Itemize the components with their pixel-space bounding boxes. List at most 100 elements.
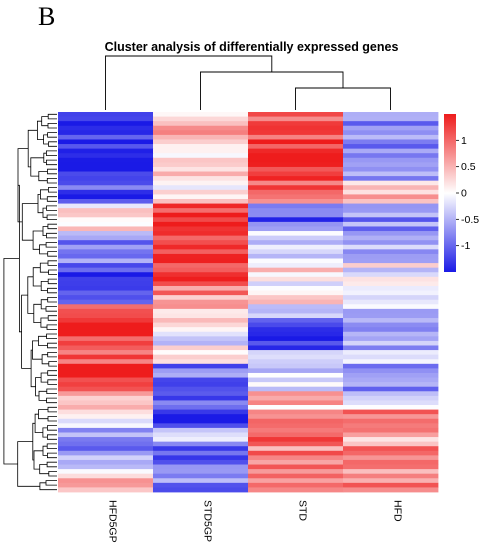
heatmap-cell: [153, 290, 249, 296]
row-dendrogram-branch: [47, 287, 57, 294]
heatmap-cell: [153, 308, 249, 314]
row-dendrogram-branch: [33, 450, 43, 470]
heatmap-cell: [153, 482, 249, 488]
heatmap-cell: [153, 203, 249, 209]
column-label: STD5GP: [202, 500, 214, 542]
heatmap-cell: [153, 450, 249, 456]
heatmap-cell: [153, 267, 249, 273]
heatmap-cell: [343, 221, 439, 227]
row-dendrogram-branch: [38, 409, 48, 420]
heatmap-cell: [58, 308, 154, 314]
heatmap-cell: [153, 244, 249, 250]
heatmap-cell: [343, 386, 439, 392]
heatmap-cell: [153, 414, 249, 420]
heatmap-cell: [343, 134, 439, 140]
heatmap-cell: [58, 464, 154, 470]
row-dendrogram-branch: [46, 196, 57, 202]
heatmap-cell: [153, 441, 249, 447]
heatmap-cell: [153, 276, 249, 282]
heatmap-cell: [343, 240, 439, 246]
heatmap-cell: [58, 176, 154, 182]
heatmap-cell: [343, 308, 439, 314]
heatmap-cell: [58, 450, 154, 456]
heatmap-cell: [58, 253, 154, 259]
heatmap-cell: [58, 144, 154, 150]
heatmap-cell: [248, 459, 344, 465]
heatmap-cell: [58, 231, 154, 237]
row-dendrogram-branch: [40, 299, 48, 310]
column-dendrogram-branch: [200, 71, 344, 110]
heatmap-cell: [153, 368, 249, 374]
heatmap-cell: [58, 336, 154, 342]
heatmap-cell: [58, 473, 154, 479]
panel-letter: B: [38, 2, 56, 31]
heatmap-cell: [343, 290, 439, 296]
heatmap-cell: [248, 290, 344, 296]
heatmap-cell: [343, 157, 439, 163]
heatmap-cell: [248, 427, 344, 433]
heatmap-cell: [343, 473, 439, 479]
heatmap-cell: [248, 166, 344, 172]
heatmap-cell: [58, 345, 154, 351]
row-dendrogram-branch: [41, 116, 49, 127]
heatmap-cell: [343, 281, 439, 287]
color-scale-tick-label: 0.5: [461, 161, 476, 173]
heatmap-cell: [343, 464, 439, 470]
heatmap-cell: [58, 276, 154, 282]
heatmap-cell: [58, 395, 154, 401]
heatmap-cell: [153, 249, 249, 255]
heatmap-cell: [58, 194, 154, 200]
heatmap-cell: [343, 322, 439, 328]
row-dendrogram-branch: [21, 203, 38, 241]
heatmap-cell: [343, 198, 439, 204]
heatmap-cell: [248, 400, 344, 406]
row-dendrogram-branch: [48, 361, 57, 367]
heatmap-cell: [248, 482, 344, 488]
heatmap-cell: [153, 340, 249, 346]
heatmap-cell: [153, 144, 249, 150]
row-dendrogram-branch: [37, 120, 44, 140]
heatmap-cell: [153, 423, 249, 429]
row-dendrogram-branch: [47, 342, 57, 349]
heatmap-cell: [343, 176, 439, 182]
heatmap-cell: [58, 258, 154, 264]
row-dendrogram-branch: [47, 260, 57, 266]
heatmap-cell: [248, 437, 344, 443]
heatmap-cell: [58, 244, 154, 250]
heatmap-cell: [153, 313, 249, 319]
heatmap-cell: [248, 272, 344, 278]
row-dendrogram-branch: [45, 242, 57, 248]
row-dendrogram-branch: [47, 168, 57, 175]
row-dendrogram-branch: [47, 416, 57, 422]
heatmap-cell: [248, 441, 344, 447]
heatmap-cell: [58, 400, 154, 406]
heatmap-cell: [153, 212, 249, 218]
heatmap-cell: [343, 331, 439, 337]
heatmap-cell: [343, 372, 439, 378]
heatmap-cell: [58, 354, 154, 360]
row-dendrogram-branch: [38, 335, 48, 346]
row-dendrogram-branch: [47, 113, 57, 120]
color-scale-tick-label: 0: [461, 188, 467, 200]
heatmap-cell: [153, 162, 249, 168]
heatmap-cell: [248, 391, 344, 397]
heatmap-cell: [248, 180, 344, 186]
heatmap-cell: [58, 386, 154, 392]
heatmap-cell: [343, 267, 439, 273]
heatmap-cell: [153, 157, 249, 163]
row-dendrogram-branch: [47, 278, 57, 285]
heatmap-cell: [248, 116, 344, 122]
heatmap-cell: [343, 395, 439, 401]
row-dendrogram-branch: [47, 434, 57, 440]
heatmap-cell: [248, 208, 344, 214]
heatmap-cell: [343, 478, 439, 484]
heatmap-cell: [58, 157, 154, 163]
heatmap-cell: [58, 171, 154, 177]
heatmap-cell: [248, 253, 344, 259]
heatmap-cell: [248, 327, 344, 333]
heatmap-cell: [343, 153, 439, 159]
row-dendrogram-branch: [47, 297, 57, 303]
heatmap-cell: [343, 125, 439, 131]
heatmap-cell: [58, 446, 154, 452]
heatmap-cell: [343, 446, 439, 452]
